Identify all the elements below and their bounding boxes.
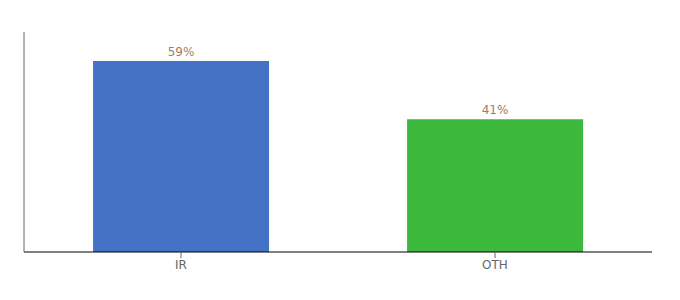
svg-text:41%: 41% xyxy=(482,103,509,117)
svg-text:OTH: OTH xyxy=(482,258,508,272)
svg-text:59%: 59% xyxy=(168,45,195,59)
svg-text:IR: IR xyxy=(175,258,187,272)
